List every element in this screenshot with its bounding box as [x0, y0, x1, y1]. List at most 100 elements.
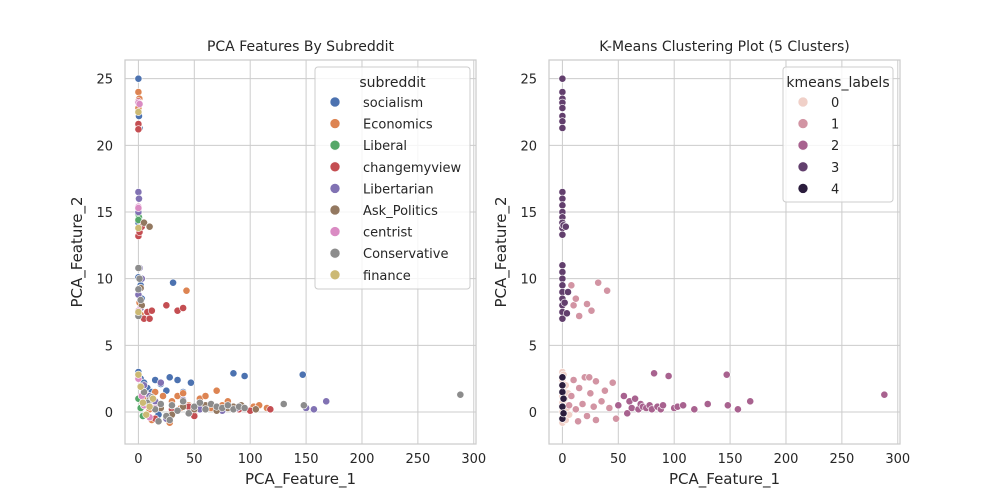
data-point — [195, 398, 204, 407]
y-tick-label: 0 — [105, 406, 113, 421]
legend-label: Ask_Politics — [363, 204, 438, 219]
data-point — [608, 378, 617, 387]
legend-entry: 1 — [797, 118, 839, 133]
data-point — [229, 369, 238, 378]
legend-title: subreddit — [359, 75, 426, 91]
x-tick-label: 50 — [186, 452, 203, 467]
legend-label: 0 — [831, 96, 839, 111]
data-point — [201, 405, 210, 414]
y-tick-label: 25 — [96, 73, 113, 88]
data-point — [559, 394, 568, 403]
data-point — [142, 410, 151, 419]
data-point — [558, 381, 567, 390]
data-point — [592, 377, 600, 386]
data-point — [182, 286, 191, 295]
data-point — [558, 402, 567, 411]
plot-title: K-Means Clustering Plot (5 Clusters) — [599, 39, 850, 55]
legend-marker — [329, 96, 341, 108]
y-tick-label: 5 — [529, 339, 537, 354]
legend-marker — [329, 204, 341, 216]
scatter-points — [558, 74, 889, 427]
data-point — [212, 386, 221, 395]
data-point — [558, 117, 567, 126]
data-point — [558, 314, 567, 323]
legend-marker — [329, 139, 341, 151]
y-tick-label: 5 — [105, 339, 113, 354]
legend: kmeans_labels 0 1 2 3 4 — [782, 66, 894, 203]
legend-entry: 3 — [797, 161, 839, 176]
subreddit-scatter-plot: 0 50 100 150 200 250 300 0 5 10 15 20 25 PCA Feature… — [68, 39, 486, 489]
legend-entries: socialism Economics Liberal changemyview Lib… — [329, 96, 462, 284]
data-point — [571, 405, 580, 414]
legend-box — [782, 66, 894, 203]
data-point — [558, 230, 567, 239]
data-point — [589, 402, 598, 411]
legend: subreddit socialism Economics Liberal chang… — [314, 66, 471, 290]
y-tick-label: 10 — [96, 273, 113, 288]
data-point — [147, 306, 156, 315]
scatter-points — [134, 74, 465, 427]
data-point — [594, 278, 603, 287]
data-point — [575, 384, 584, 392]
data-point — [605, 404, 614, 412]
series-3 — [558, 74, 572, 323]
data-point — [145, 314, 154, 323]
data-point — [690, 405, 699, 414]
data-point — [600, 386, 609, 395]
legend-label: 3 — [831, 161, 839, 176]
data-point — [561, 222, 570, 231]
data-point — [558, 281, 567, 290]
data-point — [456, 390, 465, 399]
legend-label: Conservative — [363, 247, 448, 262]
data-point — [134, 308, 143, 316]
data-point — [138, 398, 147, 407]
series-4 — [558, 373, 568, 423]
legend-entry: finance — [329, 269, 411, 284]
data-point — [179, 397, 188, 406]
data-point — [612, 414, 620, 423]
legend-entry: changemyview — [329, 161, 462, 176]
data-point — [723, 401, 732, 410]
data-point — [179, 304, 188, 312]
data-point — [578, 400, 587, 408]
legend-entries: 0 1 2 3 4 — [797, 96, 839, 197]
data-point — [558, 373, 567, 382]
data-point — [585, 373, 594, 382]
x-axis-label: PCA_Feature_1 — [245, 470, 356, 489]
legend-entry: 2 — [797, 139, 839, 154]
data-point — [279, 400, 288, 408]
data-point — [240, 404, 249, 412]
data-point — [567, 281, 576, 290]
data-point — [583, 412, 591, 420]
legend-label: socialism — [363, 96, 423, 111]
y-tick-label: 10 — [520, 273, 537, 288]
data-point — [190, 402, 199, 411]
y-axis-label: PCA_Feature_2 — [68, 196, 87, 307]
series-2 — [614, 369, 889, 418]
data-point — [173, 406, 182, 415]
y-axis-label: PCA_Feature_2 — [492, 196, 511, 307]
data-point — [558, 194, 567, 203]
legend-label: changemyview — [363, 161, 462, 176]
legend-label: 2 — [831, 139, 839, 154]
legend-marker — [797, 118, 809, 129]
legend-marker — [797, 183, 809, 194]
data-point — [558, 388, 567, 396]
data-point — [134, 108, 143, 116]
x-tick-label: 0 — [134, 452, 142, 467]
data-point — [134, 188, 143, 196]
data-point — [251, 405, 260, 414]
data-point — [560, 298, 569, 307]
data-point — [603, 286, 612, 295]
data-point — [569, 376, 578, 384]
data-point — [145, 402, 154, 411]
data-point — [562, 309, 571, 318]
data-point — [746, 397, 755, 406]
y-tick-label: 15 — [520, 206, 537, 221]
data-point — [322, 397, 331, 406]
data-point — [650, 369, 658, 378]
series-Conservative — [134, 264, 465, 426]
plot-frame — [548, 59, 901, 445]
